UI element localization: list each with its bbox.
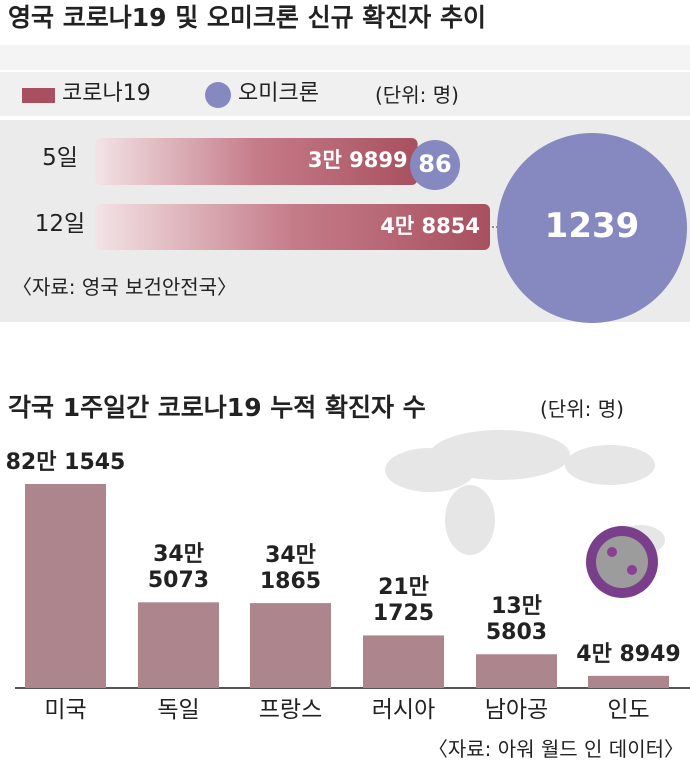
value-label: 86 (418, 149, 452, 178)
source-label: 〈자료: 아워 월드 인 데이터〉 (427, 737, 684, 761)
world-map (385, 430, 665, 555)
y-tick-label: 12일 (34, 211, 86, 237)
bar (588, 675, 669, 688)
x-tick-label: 인도 (607, 697, 650, 723)
value-label: 82만 1545 (5, 450, 126, 475)
value-label: 34만 1865 (259, 543, 322, 595)
value-label: 4만 8854 (380, 214, 480, 238)
source-label: 〈자료: 영국 보건안전국〉 (12, 275, 238, 299)
value-label: 34만 5073 (147, 542, 210, 594)
x-tick-label: 남아공 (484, 697, 549, 723)
x-tick-label: 러시아 (371, 697, 436, 723)
bar (250, 603, 331, 688)
chart-title: 영국 코로나19 및 오미크론 신규 확진자 추이 (8, 3, 487, 32)
x-tick-label: 프랑스 (258, 697, 323, 723)
value-label: 13만 5803 (485, 594, 548, 646)
bar (363, 635, 444, 688)
legend-swatch (205, 82, 231, 108)
title-band (0, 45, 690, 70)
bar (138, 602, 219, 688)
value-label: 21만 1725 (372, 575, 435, 627)
legend-label: 오미크론 (238, 81, 319, 106)
bubble (409, 139, 461, 191)
unit-label: (단위: 명) (375, 83, 459, 107)
chart-title: 각국 1주일간 코로나19 누적 확진자 수 (8, 393, 426, 422)
x-tick-label: 미국 (44, 697, 87, 723)
y-tick-label: 5일 (42, 145, 78, 171)
virus-illustration (586, 526, 658, 598)
bar (25, 484, 106, 688)
bar (95, 204, 490, 250)
legend-label: 코로나19 (62, 81, 151, 106)
unit-label: (단위: 명) (540, 397, 624, 421)
legend-swatch (22, 88, 55, 103)
bar (476, 654, 557, 688)
legend-band (0, 72, 690, 116)
bar (95, 138, 418, 185)
x-tick-label: 독일 (157, 697, 200, 723)
value-label: 1239 (544, 205, 640, 246)
bubble (497, 133, 687, 323)
value-label: 4만 8949 (576, 641, 681, 667)
value-label: 3만 9899 (307, 148, 408, 172)
